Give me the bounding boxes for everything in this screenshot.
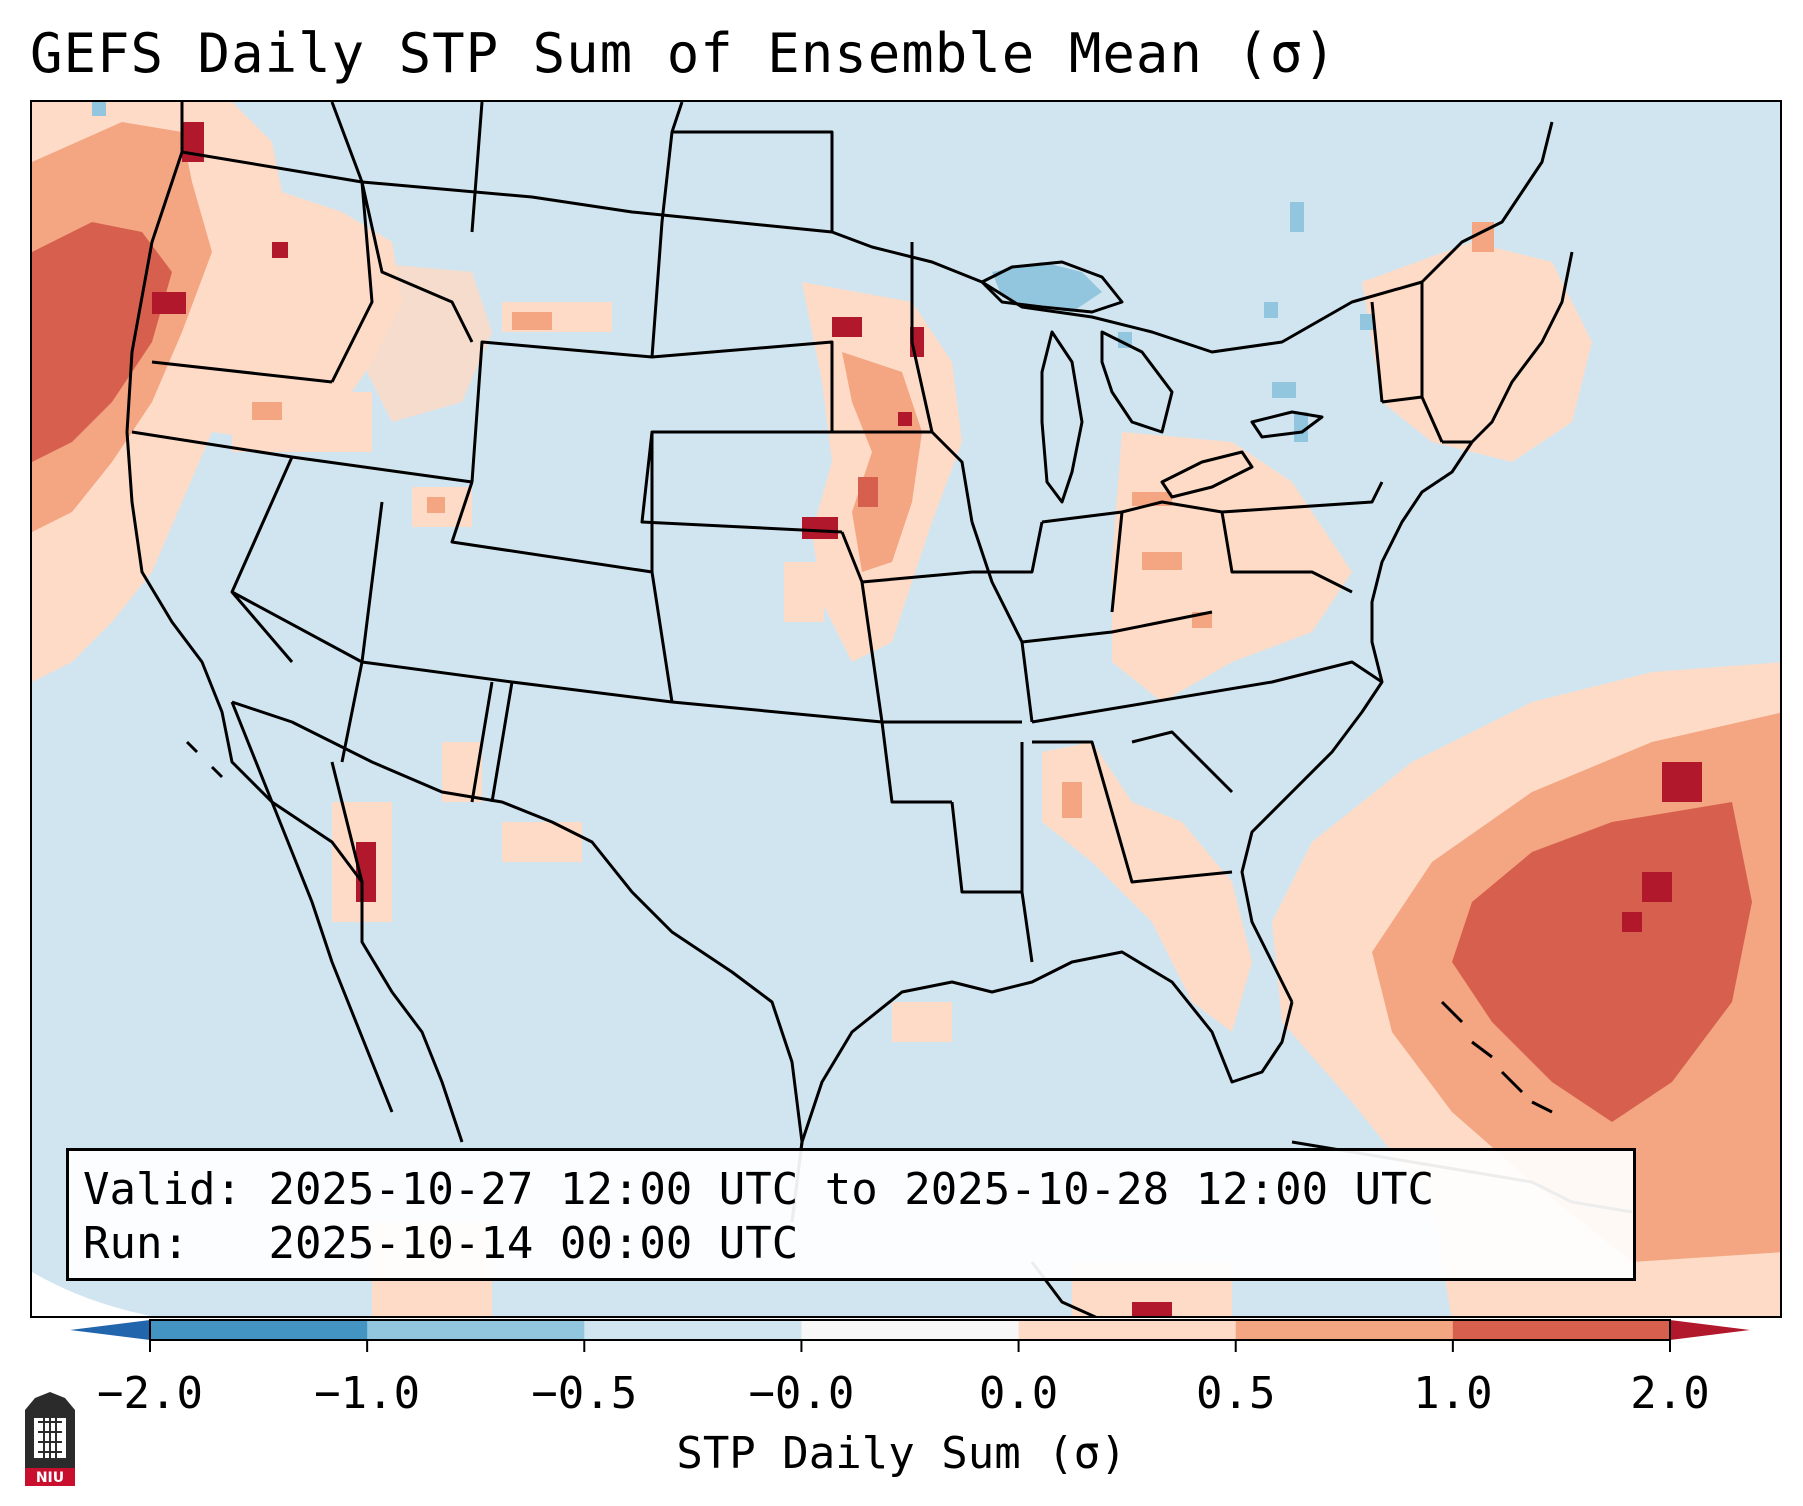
colorbar-tick-label: −1.0 [314, 1368, 421, 1419]
negative-anomaly-shading [92, 102, 1374, 442]
midwest-anomaly-mid [842, 352, 922, 572]
caribbean-anomaly-peak [1132, 1302, 1172, 1316]
baja-coast [270, 801, 394, 1113]
map-canvas [32, 102, 1780, 1316]
iowa-anomaly-peak [898, 412, 912, 426]
run-line: Run: 2025-10-14 00:00 UTC [83, 1217, 1619, 1271]
kentucky-anomaly-core [1142, 552, 1182, 570]
run-value: 2025-10-14 00:00 UTC [268, 1218, 799, 1269]
state-lines [131, 102, 1472, 963]
colorbar-bin [367, 1320, 585, 1340]
new-england-anomaly [1362, 242, 1592, 462]
colorbar-bin [1235, 1320, 1454, 1340]
utah-anomaly-core [427, 497, 445, 513]
map-panel [30, 100, 1782, 1318]
valid-run-info-box: Valid: 2025-10-27 12:00 UTC to 2025-10-2… [66, 1148, 1636, 1281]
us-mexico-border [231, 700, 804, 1223]
interior-west-anomaly [362, 262, 492, 422]
channel-islands [185, 740, 224, 779]
great-basin-anomaly-core [252, 402, 282, 420]
quebec-negative [1290, 202, 1304, 232]
pnw-anomaly-peak-3 [272, 242, 288, 258]
run-label: Run: [83, 1218, 189, 1269]
atlantic-coast [1240, 251, 1574, 1003]
lake-superior-negative [992, 262, 1102, 312]
valid-value: 2025-10-27 12:00 UTC to 2025-10-28 12:00… [268, 1164, 1435, 1215]
nw-corner-negative [92, 102, 106, 116]
colorbar-bin [1018, 1320, 1237, 1340]
lake-michigan [1040, 330, 1084, 504]
ontario-negative [1264, 302, 1278, 318]
logo-text: NIU [36, 1470, 64, 1486]
colorbar-under-triangle [70, 1320, 150, 1340]
colorbar [70, 1319, 1750, 1352]
gulf-anomaly [892, 1002, 952, 1042]
colorbar-bin [1452, 1320, 1671, 1340]
outside-domain-corner [32, 1272, 151, 1316]
colorbar-label: STP Daily Sum (σ) [676, 1428, 1127, 1479]
great-basin-anomaly [232, 392, 372, 452]
gulf-coast [790, 950, 1294, 1223]
nebraska-anomaly-peak [802, 517, 838, 539]
colorbar-tick-label: −2.0 [97, 1368, 203, 1419]
niu-logo: NIU [25, 1392, 75, 1486]
colorbar-tick-label: 1.0 [1413, 1368, 1493, 1419]
boundaries [125, 102, 1633, 1316]
atlantic-anomaly-peak [1642, 872, 1672, 902]
map-title: GEFS Daily STP Sum of Ensemble Mean (σ) [30, 22, 1337, 85]
west-coast [125, 102, 464, 1143]
lake-superior [980, 260, 1124, 314]
colorbar-outline [149, 1319, 1671, 1341]
lake-ontario [1250, 410, 1324, 439]
logo-banner [25, 1468, 75, 1486]
vt-negative [1360, 314, 1374, 330]
gulf-of-california [330, 761, 364, 883]
colorbar-bin [150, 1320, 368, 1340]
us-canada-border [181, 121, 1554, 354]
chihuahua-anomaly [502, 822, 582, 862]
colorbar-bin [801, 1320, 1020, 1340]
atlantic-anomaly-strong [1452, 802, 1752, 1122]
lake-ontario-negative [1272, 382, 1296, 398]
valid-line: Valid: 2025-10-27 12:00 UTC to 2025-10-2… [83, 1163, 1619, 1217]
valid-label: Valid: [83, 1164, 242, 1215]
bahamas [1440, 1000, 1553, 1114]
colorbar-bin [584, 1320, 802, 1340]
colorbar-tick-label: 0.0 [978, 1368, 1059, 1419]
minnesota-anomaly-peak [832, 317, 862, 337]
colorbar-tick-label: −0.0 [748, 1368, 855, 1419]
ny-negative [1294, 412, 1308, 442]
colorbar-tick-label: 0.5 [1195, 1368, 1276, 1419]
montana-anomaly-core [512, 312, 552, 330]
colorbar-bins [150, 1320, 1671, 1340]
colorbar-tick-marks [149, 1340, 1671, 1352]
lake-erie [1160, 450, 1254, 499]
pnw-anomaly-peak [152, 292, 186, 314]
logo-building-lines [38, 1418, 62, 1458]
lake-huron [1100, 330, 1174, 434]
pnw-anomaly-strong [32, 222, 172, 462]
kansas-anomaly [784, 562, 824, 622]
colorbar-tick-label: 2.0 [1630, 1368, 1710, 1419]
southeast-anomaly [1042, 742, 1252, 1032]
missouri-anomaly-core [858, 477, 878, 507]
georgia-anomaly-core [1062, 782, 1082, 818]
atlantic-anomaly-peak-3 [1622, 912, 1642, 932]
atlantic-anomaly-peak-2 [1662, 762, 1702, 802]
colorbar-over-triangle [1670, 1320, 1750, 1340]
colorbar-tick-label: −0.5 [531, 1368, 638, 1419]
